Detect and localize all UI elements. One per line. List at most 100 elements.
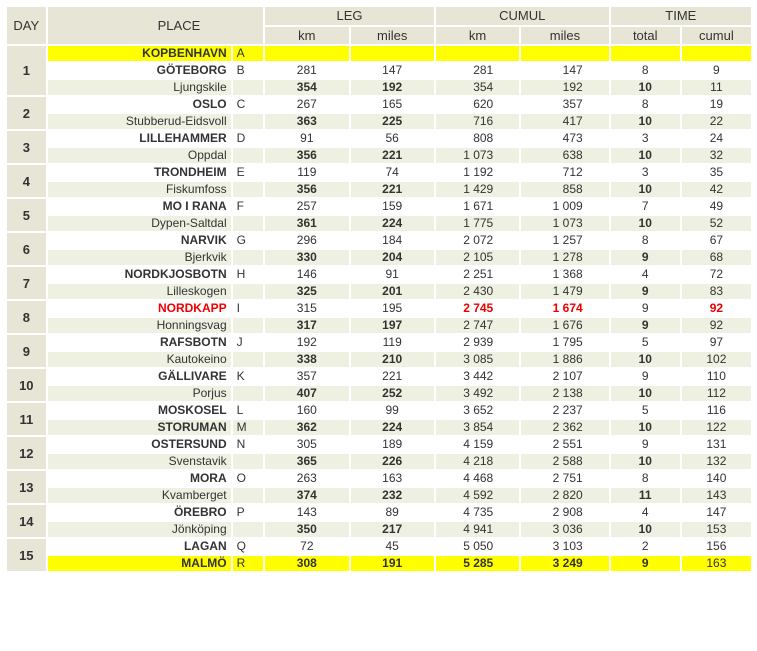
cumul-km: 3 492 bbox=[435, 386, 520, 401]
cumul-miles: 147 bbox=[521, 63, 609, 78]
table-row: Bjerkvik 330 204 2 105 1 278 9 68 bbox=[7, 250, 751, 265]
table-row: MALMÖ R 308 191 5 285 3 249 9 163 bbox=[7, 556, 751, 571]
time-cumul: 102 bbox=[681, 352, 751, 367]
cumul-miles: 712 bbox=[521, 165, 609, 180]
stop-letter bbox=[232, 114, 264, 129]
stop-letter bbox=[232, 454, 264, 469]
header-day: DAY bbox=[7, 7, 46, 44]
stop-letter: J bbox=[232, 335, 264, 350]
day-number: 11 bbox=[7, 403, 46, 435]
table-row: Dypen-Saltdal 361 224 1 775 1 073 10 52 bbox=[7, 216, 751, 231]
cumul-km: 808 bbox=[435, 131, 520, 146]
table-row: 14 ÖREBRO P 143 89 4 735 2 908 4 147 bbox=[7, 505, 751, 537]
cumul-km: 4 218 bbox=[435, 454, 520, 469]
time-total: 2 bbox=[610, 539, 680, 554]
day-number: 5 bbox=[7, 199, 46, 231]
cumul-km: 1 073 bbox=[435, 148, 520, 163]
time-cumul: 68 bbox=[681, 250, 751, 265]
leg-km: 160 bbox=[265, 403, 349, 418]
cumul-km: 5 285 bbox=[435, 556, 520, 571]
time-total: 3 bbox=[610, 165, 680, 180]
table-row: 13 MORA O 263 163 4 468 2 751 8 140 bbox=[7, 471, 751, 503]
stop-letter bbox=[232, 148, 264, 163]
stop-letter: M bbox=[232, 420, 264, 435]
place-name: ÖREBRO bbox=[47, 505, 231, 520]
day-number: 12 bbox=[7, 437, 46, 469]
cumul-km: 620 bbox=[435, 97, 520, 112]
time-total: 9 bbox=[610, 318, 680, 333]
leg-km: 354 bbox=[265, 80, 349, 95]
cumul-miles: 1 674 bbox=[521, 301, 609, 316]
cumul-miles: 357 bbox=[521, 97, 609, 112]
time-total: 9 bbox=[610, 437, 680, 452]
table-row: 10 GÄLLIVARE K 357 221 3 442 2 107 9 110 bbox=[7, 369, 751, 401]
time-cumul: 22 bbox=[681, 114, 751, 129]
time-cumul: 52 bbox=[681, 216, 751, 231]
table-row: Svenstavik 365 226 4 218 2 588 10 132 bbox=[7, 454, 751, 469]
time-cumul: 153 bbox=[681, 522, 751, 537]
stop-letter bbox=[232, 284, 264, 299]
time-total: 5 bbox=[610, 403, 680, 418]
day-number: 3 bbox=[7, 131, 46, 163]
cumul-km: 1 671 bbox=[435, 199, 520, 214]
day-number: 6 bbox=[7, 233, 46, 265]
time-total: 8 bbox=[610, 233, 680, 248]
cumul-km: 2 939 bbox=[435, 335, 520, 350]
table-row: 4 TRONDHEIM E 119 74 1 192 712 3 35 bbox=[7, 165, 751, 197]
place-name: Kvamberget bbox=[47, 488, 231, 503]
place-name: Dypen-Saltdal bbox=[47, 216, 231, 231]
cumul-km: 716 bbox=[435, 114, 520, 129]
cumul-km: 281 bbox=[435, 63, 520, 78]
stop-letter: A bbox=[232, 46, 264, 61]
table-row: 15 LAGAN Q 72 45 5 050 3 103 2 156 bbox=[7, 539, 751, 571]
leg-miles: 224 bbox=[350, 420, 434, 435]
leg-miles: 221 bbox=[350, 148, 434, 163]
itinerary-table: DAY PLACE LEG CUMUL TIME km miles km mil… bbox=[5, 5, 753, 573]
time-cumul: 122 bbox=[681, 420, 751, 435]
cumul-km: 3 442 bbox=[435, 369, 520, 384]
cumul-km: 1 192 bbox=[435, 165, 520, 180]
cumul-km: 2 747 bbox=[435, 318, 520, 333]
leg-km: 91 bbox=[265, 131, 349, 146]
leg-miles: 99 bbox=[350, 403, 434, 418]
place-name: Lilleskogen bbox=[47, 284, 231, 299]
leg-miles: 89 bbox=[350, 505, 434, 520]
table-row: Ljungskile 354 192 354 192 10 11 bbox=[7, 80, 751, 95]
leg-miles: 197 bbox=[350, 318, 434, 333]
leg-km: 338 bbox=[265, 352, 349, 367]
time-cumul: 92 bbox=[681, 301, 751, 316]
table-row: Lilleskogen 325 201 2 430 1 479 9 83 bbox=[7, 284, 751, 299]
table-row: 8 NORDKAPP I 315 195 2 745 1 674 9 92 bbox=[7, 301, 751, 333]
leg-miles: 163 bbox=[350, 471, 434, 486]
place-name: OSLO bbox=[47, 97, 231, 112]
cumul-km: 2 251 bbox=[435, 267, 520, 282]
empty-cell bbox=[435, 46, 520, 61]
stop-letter: O bbox=[232, 471, 264, 486]
leg-km: 330 bbox=[265, 250, 349, 265]
leg-miles: 226 bbox=[350, 454, 434, 469]
cumul-km: 4 735 bbox=[435, 505, 520, 520]
leg-km: 357 bbox=[265, 369, 349, 384]
leg-miles: 119 bbox=[350, 335, 434, 350]
cumul-km: 4 468 bbox=[435, 471, 520, 486]
time-total: 10 bbox=[610, 454, 680, 469]
stop-letter: P bbox=[232, 505, 264, 520]
cumul-miles: 3 249 bbox=[521, 556, 609, 571]
place-name: Honningsvag bbox=[47, 318, 231, 333]
time-cumul: 72 bbox=[681, 267, 751, 282]
table-row: STORUMAN M 362 224 3 854 2 362 10 122 bbox=[7, 420, 751, 435]
leg-miles: 252 bbox=[350, 386, 434, 401]
cumul-km: 1 429 bbox=[435, 182, 520, 197]
place-name: GÖTEBORG bbox=[47, 63, 231, 78]
place-name: STORUMAN bbox=[47, 420, 231, 435]
leg-km: 361 bbox=[265, 216, 349, 231]
leg-km: 72 bbox=[265, 539, 349, 554]
leg-miles: 189 bbox=[350, 437, 434, 452]
time-cumul: 32 bbox=[681, 148, 751, 163]
place-name: Stubberud-Eidsvoll bbox=[47, 114, 231, 129]
place-name: GÄLLIVARE bbox=[47, 369, 231, 384]
cumul-miles: 1 795 bbox=[521, 335, 609, 350]
leg-miles: 232 bbox=[350, 488, 434, 503]
cumul-miles: 2 107 bbox=[521, 369, 609, 384]
leg-miles: 195 bbox=[350, 301, 434, 316]
